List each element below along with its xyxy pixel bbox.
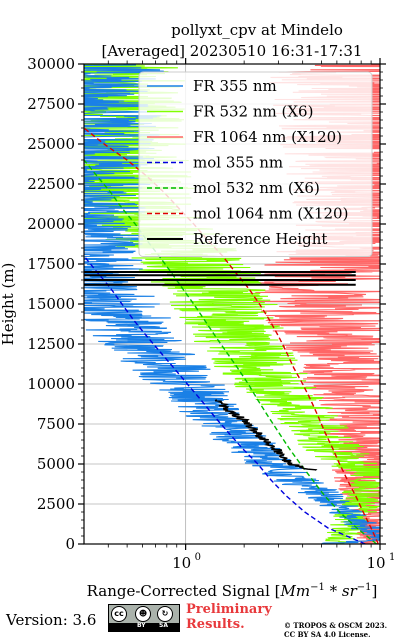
x-tick-label: 10 <box>366 554 385 572</box>
y-tick-label: 20000 <box>27 215 75 233</box>
copyright-line1: © TROPOS & OSCM 2023. <box>284 621 388 630</box>
y-tick-label: 17500 <box>27 255 75 273</box>
legend-box <box>138 71 373 257</box>
chart-title-line2: [Averaged] 20230510 16:31-17:31 <box>102 42 363 60</box>
legend-entry-label: mol 1064 nm (X120) <box>193 205 348 223</box>
chart-svg: pollyxt_cpv at Mindelo [Averaged] 202305… <box>0 21 395 600</box>
legend-entry-label: FR 532 nm (X6) <box>193 103 313 121</box>
preliminary-results-note: Preliminary Results. <box>186 602 272 632</box>
legend-entry-label: mol 532 nm (X6) <box>193 179 320 197</box>
y-tick-label: 12500 <box>27 335 75 353</box>
mol-355-line <box>84 255 366 544</box>
legend-entry-label: FR 1064 nm (X120) <box>193 128 342 146</box>
legend-entry-label: Reference Height <box>193 230 327 248</box>
x-axis-label-unit: Mm <box>280 582 311 600</box>
by-icon: ☻ <box>135 606 151 622</box>
x-tick-label: 10 <box>172 554 191 572</box>
sa-icon: ↻ <box>157 606 173 622</box>
x-axis-label: Range-Corrected Signal [Mm−1 * sr−1] <box>87 582 378 600</box>
reference-height-line <box>214 399 318 471</box>
cc-license-badge: cc ☻ ↻ BY SA <box>108 604 180 632</box>
cc-by-text: BY <box>137 622 146 629</box>
cc-badge-icons: cc ☻ ↻ <box>109 605 179 623</box>
chart-title-line1: pollyxt_cpv at Mindelo <box>171 21 343 39</box>
x-axis-label-exp1: −1 <box>310 582 325 593</box>
y-tick-label: 7500 <box>37 415 75 433</box>
legend-entry-label: mol 355 nm <box>193 154 283 172</box>
cc-icon: cc <box>111 606 127 622</box>
version-label: Version: 3.6 <box>6 611 97 629</box>
x-axis-label-main: Range-Corrected Signal [ <box>87 582 281 600</box>
y-tick-label: 30000 <box>27 55 75 73</box>
fr-1064-line <box>253 64 380 544</box>
y-tick-label: 2500 <box>37 495 75 513</box>
fr-355-line <box>84 64 380 544</box>
y-tick-label: 15000 <box>27 295 75 313</box>
copyright-line2: CC BY SA 4.0 License. <box>284 630 371 639</box>
y-tick-label: 5000 <box>37 455 75 473</box>
x-axis-label-close: ] <box>372 582 378 600</box>
y-tick-label: 25000 <box>27 135 75 153</box>
x-axis-label-times: * <box>325 582 342 600</box>
y-tick-label: 22500 <box>27 175 75 193</box>
x-axis-label-unit2: sr <box>342 582 358 600</box>
y-tick-label: 27500 <box>27 95 75 113</box>
mol-532-line <box>84 159 378 544</box>
cc-badge-strip: BY SA <box>109 622 179 631</box>
x-tick-label-exponent: 0 <box>195 552 201 563</box>
x-axis-label-exp2: −1 <box>357 582 372 593</box>
legend-entry-label: FR 355 nm <box>193 77 277 95</box>
y-axis-label: Height (m) <box>0 263 17 346</box>
preliminary-line2: Results. <box>186 617 245 632</box>
y-tick-label: 10000 <box>27 375 75 393</box>
copyright-note: © TROPOS & OSCM 2023. CC BY SA 4.0 Licen… <box>284 621 387 639</box>
preliminary-line1: Preliminary <box>186 602 272 617</box>
cc-sa-text: SA <box>159 622 168 629</box>
y-tick-label: 0 <box>65 535 75 553</box>
x-tick-label-exponent: 1 <box>389 552 395 563</box>
